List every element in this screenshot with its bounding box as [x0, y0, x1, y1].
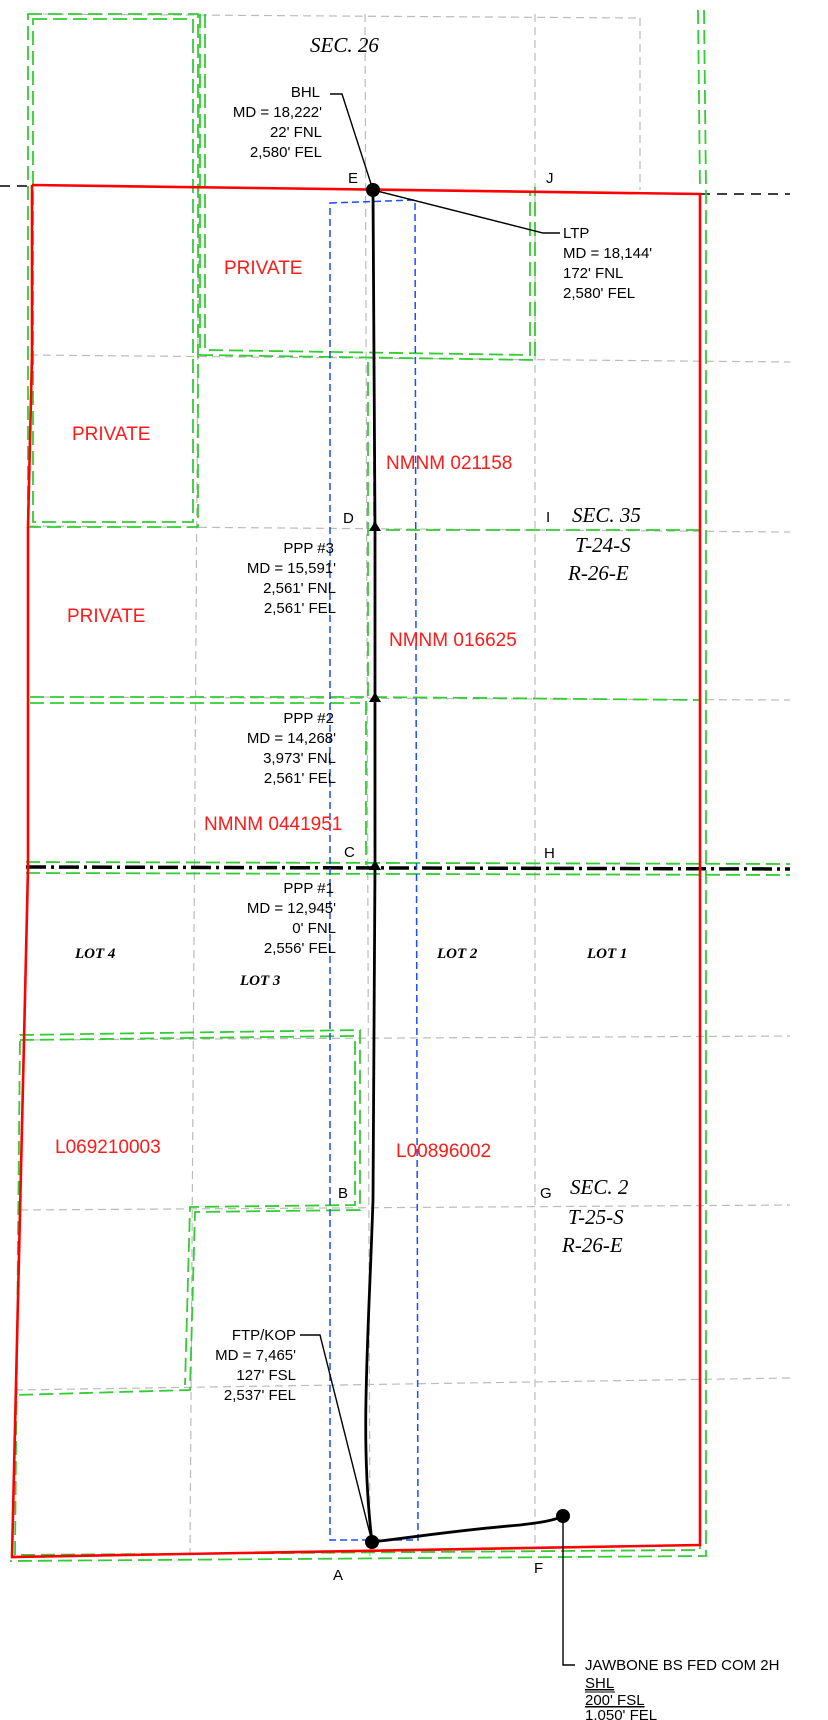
point-f: F	[534, 1560, 543, 1577]
sec35-township: T-24-S	[575, 533, 631, 557]
ppp2-marker	[369, 692, 381, 702]
ppp3-title: PPP #3	[283, 540, 334, 557]
point-h: H	[544, 845, 555, 862]
lot-2-label: LOT 2	[436, 946, 478, 962]
ppp1-md: MD = 12,945'	[247, 900, 336, 917]
ftp-callout: FTP/KOP MD = 7,465' 127' FSL 2,537' FEL	[215, 1327, 296, 1404]
sec35-label: SEC. 35	[572, 503, 641, 527]
unit-boundary	[10, 183, 702, 1559]
ppp1-fnl: 0' FNL	[292, 920, 336, 937]
section-line-extensions	[0, 185, 790, 195]
private-label-2: PRIVATE	[72, 424, 150, 445]
shl-fsl: 200' FSL	[585, 1692, 645, 1709]
ppp2-title: PPP #2	[283, 710, 334, 727]
point-a: A	[333, 1567, 343, 1584]
lease-label-nmnm0441951: NMNM 0441951	[204, 814, 342, 835]
ppp3-fnl: 2,561' FNL	[263, 580, 336, 597]
sec35-range: R-26-E	[567, 561, 629, 585]
ppp2-callout: PPP #2 MD = 14,268' 3,973' FNL 2,561' FE…	[247, 710, 336, 787]
point-i: I	[546, 509, 550, 526]
ppp1-fel: 2,556' FEL	[264, 940, 336, 957]
lot-4-label: LOT 4	[74, 946, 116, 962]
shl-fel: 1,050' FEL	[585, 1707, 657, 1720]
ftp-fsl: 127' FSL	[236, 1367, 296, 1384]
lease-label-nmnm021158: NMNM 021158	[386, 453, 512, 474]
shl-well-name: JAWBONE BS FED COM 2H	[585, 1657, 779, 1674]
private-label-1: PRIVATE	[224, 258, 302, 279]
ppp3-callout: PPP #3 MD = 15,591' 2,561' FNL 2,561' FE…	[247, 540, 336, 617]
ftp-md: MD = 7,465'	[215, 1347, 296, 1364]
sec26-label: SEC. 26	[310, 33, 379, 57]
qq-grid	[14, 13, 791, 1561]
ppp1-marker	[369, 860, 381, 870]
shl-title: SHL	[585, 1675, 614, 1692]
ppp1-title: PPP #1	[283, 880, 334, 897]
ltp-fel: 2,580' FEL	[563, 285, 635, 302]
sec2-township: T-25-S	[568, 1205, 624, 1229]
leader-lines	[300, 93, 575, 1666]
bhl-md: MD = 18,222'	[233, 104, 322, 121]
point-g: G	[540, 1185, 552, 1202]
point-b: B	[338, 1185, 348, 1202]
sec2-range: R-26-E	[561, 1233, 623, 1257]
lot-3-label: LOT 3	[239, 973, 281, 989]
ppp2-fnl: 3,973' FNL	[263, 750, 336, 767]
point-c: C	[344, 844, 355, 861]
bhl-callout: BHL MD = 18,222' 22' FNL 2,580' FEL	[233, 84, 322, 161]
ltp-callout: LTP MD = 18,144' 172' FNL 2,580' FEL	[563, 225, 652, 302]
ftp-title: FTP/KOP	[232, 1327, 296, 1344]
lot-1-label: LOT 1	[586, 946, 627, 962]
lease-label-l00896002: L00896002	[396, 1141, 491, 1162]
bhl-fel: 2,580' FEL	[250, 144, 322, 161]
lease-label-nmnm016625: NMNM 016625	[389, 630, 517, 651]
ppp3-marker	[369, 521, 381, 531]
point-d: D	[343, 510, 354, 527]
ftp-fel: 2,537' FEL	[224, 1387, 296, 1404]
bhl-title: BHL	[291, 84, 320, 101]
township-line	[25, 865, 791, 871]
well-markers	[365, 183, 570, 1549]
sec2-label: SEC. 2	[570, 1175, 629, 1199]
ltp-fnl: 172' FNL	[563, 265, 623, 282]
bhl-fnl: 22' FNL	[270, 124, 322, 141]
point-e: E	[348, 170, 358, 187]
ppp3-fel: 2,561' FEL	[264, 600, 336, 617]
setback-corridor	[329, 199, 419, 1541]
ppp2-fel: 2,561' FEL	[264, 770, 336, 787]
ppp1-callout: PPP #1 MD = 12,945' 0' FNL 2,556' FEL	[247, 880, 336, 957]
private-label-3: PRIVATE	[67, 606, 145, 627]
lease-boundaries	[9, 9, 791, 1562]
ltp-title: LTP	[563, 225, 589, 242]
ltp-md: MD = 18,144'	[563, 245, 652, 262]
ppp2-md: MD = 14,268'	[247, 730, 336, 747]
shl-callout: JAWBONE BS FED COM 2H SHL 200' FSL 1,050…	[585, 1657, 779, 1720]
wellbore-path	[364, 189, 564, 1544]
ppp3-md: MD = 15,591'	[247, 560, 336, 577]
point-j: J	[546, 170, 554, 187]
lease-label-l069210003: L069210003	[55, 1137, 161, 1158]
